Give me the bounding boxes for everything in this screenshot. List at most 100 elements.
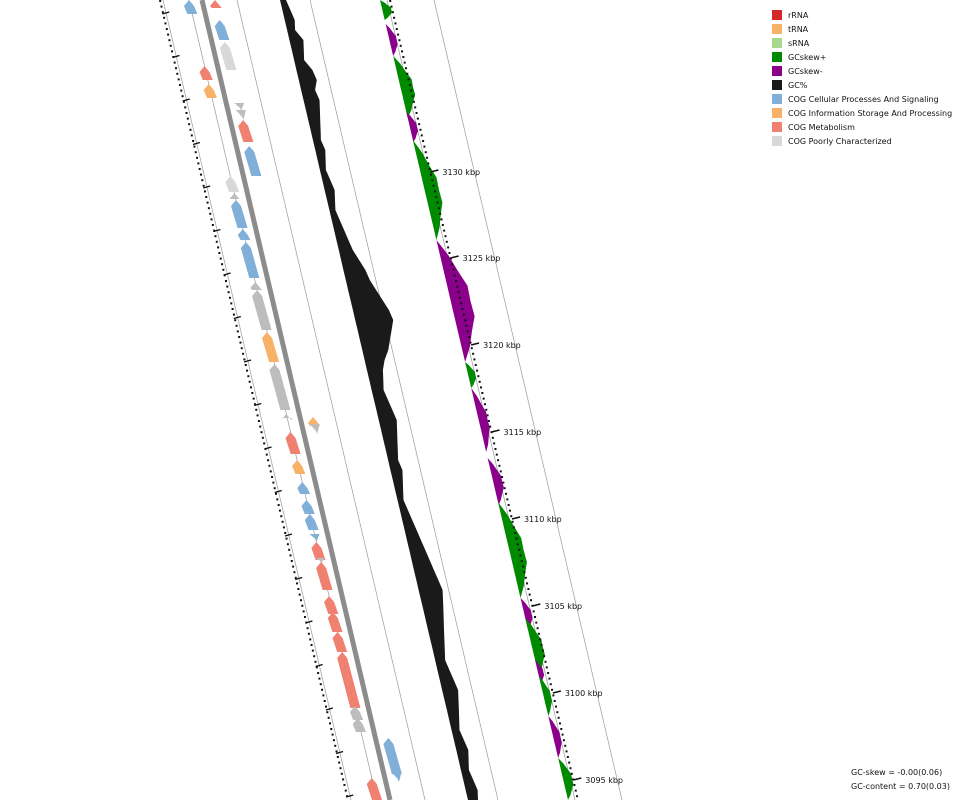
inner-scale-dot — [194, 151, 197, 154]
legend-swatch — [772, 66, 782, 76]
inner-scale-dot — [198, 168, 201, 170]
scale-dot — [397, 33, 400, 36]
scale-dot — [466, 330, 469, 333]
inner-scale-dot — [267, 459, 270, 462]
scale-dot — [570, 772, 573, 775]
gc-skew-segment — [525, 618, 545, 676]
gene-feature — [238, 120, 254, 142]
scale-dot — [428, 168, 431, 170]
major-tick — [450, 255, 459, 259]
backbone-line — [199, 0, 393, 800]
inner-scale-dot — [174, 67, 177, 70]
scale-dot — [408, 84, 411, 86]
legend-swatch — [772, 108, 782, 118]
scale-dot — [429, 173, 432, 176]
legend-swatch — [772, 122, 782, 132]
scale-dot — [551, 688, 554, 691]
scale-dot — [395, 28, 398, 30]
inner-scale-dot — [206, 201, 209, 204]
scale-dot — [545, 666, 548, 669]
gc-skew-segment — [498, 502, 527, 598]
inner-scale-dot — [277, 504, 280, 506]
gene-feature — [309, 534, 320, 542]
inner-scale-dot — [289, 554, 292, 557]
gene-feature — [225, 176, 240, 192]
gc-skew-segment — [487, 458, 504, 505]
inner-scale-dot — [269, 470, 272, 473]
scale-dot — [561, 733, 564, 736]
gene-feature — [352, 718, 366, 732]
inner-major-tick — [182, 98, 190, 102]
inner-scale-dot — [203, 190, 206, 193]
inner-scale-dot — [228, 296, 231, 299]
gene-feature — [234, 103, 245, 111]
scale-dot — [532, 610, 535, 613]
inner-scale-dot — [232, 313, 235, 316]
scale-dot — [522, 565, 525, 568]
inner-scale-dot — [275, 492, 278, 495]
inner-scale-dot — [182, 100, 185, 103]
scale-dot — [507, 504, 510, 506]
gene-feature — [281, 414, 293, 420]
scale-dot — [456, 285, 459, 288]
scale-dot — [470, 347, 473, 350]
scale-dot — [494, 448, 497, 450]
gc-skew-segment — [471, 388, 490, 452]
inner-major-tick — [294, 576, 303, 581]
inner-scale-dot — [315, 666, 318, 669]
gene-feature — [199, 66, 213, 80]
inner-scale-dot — [261, 436, 264, 439]
scale-dot — [445, 240, 448, 243]
inner-scale-dot — [280, 515, 283, 518]
inner-scale-dot — [286, 543, 289, 546]
scale-dot — [426, 156, 429, 159]
coordinate-scale: 3095 kbp 3100 kbp 3105 kbp 3110 kbp 3115 kbp… — [389, 0, 623, 798]
inner-scale-dot — [242, 352, 245, 355]
legend-label: COG Metabolism — [788, 122, 855, 132]
inner-tick-scale — [159, 0, 354, 798]
gene-feature — [292, 460, 306, 474]
inner-scale-dot — [197, 162, 200, 165]
inner-scale-dot — [168, 39, 171, 42]
scale-dot — [526, 582, 529, 585]
scale-dot — [519, 554, 522, 557]
scale-dot — [406, 72, 409, 75]
scale-dot — [520, 560, 523, 562]
scale-dot — [472, 352, 475, 355]
gc-skew-segment — [465, 362, 477, 388]
track-guide-line — [236, 0, 426, 800]
scale-dot — [460, 302, 463, 305]
inner-scale-dot — [188, 123, 191, 126]
gene-feature — [315, 558, 326, 564]
major-tick — [573, 777, 582, 781]
gc-content-track — [280, 0, 478, 800]
scale-dot — [524, 576, 527, 579]
gene-feature — [383, 738, 402, 774]
scale-dot — [498, 464, 501, 467]
gc-skew-segment — [406, 112, 419, 142]
scale-dot — [416, 117, 419, 120]
inner-scale-dot — [176, 72, 179, 75]
scale-dot — [502, 481, 505, 484]
scale-dot — [491, 436, 494, 439]
inner-scale-dot — [340, 772, 343, 775]
inner-scale-dot — [211, 224, 214, 226]
inner-major-tick — [315, 663, 323, 668]
scale-dot — [448, 252, 451, 254]
gene-feature — [229, 193, 241, 199]
gene-feature — [337, 652, 361, 708]
legend-label: GCskew- — [788, 66, 823, 76]
inner-scale-dot — [343, 784, 346, 786]
tick-label: 3110 kbp — [524, 515, 562, 524]
gc-skew-segment — [535, 660, 545, 684]
scale-dot — [508, 509, 511, 512]
scale-dot — [410, 89, 413, 92]
inner-scale-dot — [268, 464, 271, 467]
scale-dot — [489, 425, 492, 428]
scale-dot — [539, 638, 542, 641]
scale-dot — [516, 543, 519, 546]
inner-major-tick — [264, 446, 272, 450]
legend-swatch — [772, 52, 782, 62]
legend-label: rRNA — [788, 10, 809, 20]
scale-dot — [511, 520, 514, 523]
